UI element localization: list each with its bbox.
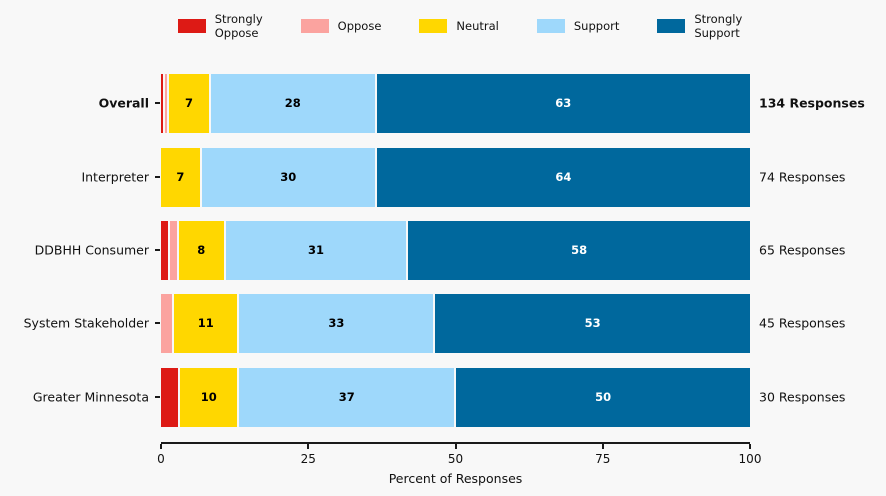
bar-segment-oppose	[169, 220, 179, 280]
x-tick-label: 75	[595, 452, 611, 466]
bar-segment-strongly-support: 53	[435, 293, 750, 353]
bar-segment-strongly-support: 58	[408, 220, 750, 280]
bar-row: 10 37 50	[161, 367, 750, 427]
y-tick-mark	[155, 176, 160, 178]
response-count-label: 30 Responses	[759, 389, 846, 405]
bar-segment-support: 28	[210, 73, 377, 133]
category-label: DDBHH Consumer	[34, 242, 149, 258]
bar-segment-neutral: 7	[161, 147, 202, 207]
y-tick-mark	[155, 322, 160, 324]
legend-swatch-strongly-support	[657, 19, 686, 34]
bar-value-label: 7	[176, 170, 185, 184]
x-tick-label: 100	[738, 452, 762, 466]
bar-value-label: 64	[555, 170, 572, 184]
bar-value-label: 63	[555, 96, 572, 110]
legend-swatch-oppose	[300, 19, 329, 34]
response-count-label: 134 Responses	[759, 95, 865, 111]
x-tick-label: 25	[300, 452, 316, 466]
bar-value-label: 30	[280, 170, 297, 184]
bar-row: 7 28 63	[161, 73, 750, 133]
bar-segment-neutral: 8	[178, 220, 226, 280]
legend-label: Support	[573, 19, 620, 34]
bar-value-label: 37	[338, 390, 355, 404]
legend-swatch-strongly-oppose	[177, 19, 206, 34]
bar-segment-neutral: 7	[169, 73, 211, 133]
bar-value-label: 11	[197, 316, 214, 330]
legend-swatch-support	[536, 19, 565, 34]
bar-value-label: 7	[185, 96, 194, 110]
category-label: Overall	[98, 95, 149, 111]
bar-value-label: 8	[197, 243, 206, 257]
bar-value-label: 58	[571, 243, 588, 257]
bar-segment-strongly-support: 64	[376, 147, 750, 207]
legend-label: Neutral	[456, 19, 499, 34]
bar-segment-strongly-support: 50	[456, 367, 750, 427]
bar-segment-strongly-oppose	[161, 220, 170, 280]
legend-swatch-neutral	[419, 19, 448, 34]
legend-item-oppose: Oppose	[300, 19, 382, 34]
bar-segment-oppose	[161, 293, 175, 353]
legend-item-strongly-support: Strongly Support	[657, 12, 742, 41]
bar-segment-neutral: 11	[174, 293, 240, 353]
bar-value-label: 31	[308, 243, 325, 257]
x-tick-label: 0	[157, 452, 165, 466]
bar-segment-support: 31	[225, 220, 409, 280]
bar-segment-strongly-oppose	[161, 73, 166, 133]
bar-row: 7 30 64	[161, 147, 750, 207]
bar-value-label: 28	[284, 96, 301, 110]
legend-item-support: Support	[536, 19, 620, 34]
bar-value-label: 50	[595, 390, 612, 404]
bar-row: 8 31 58	[161, 220, 750, 280]
legend-label: Oppose	[337, 19, 382, 34]
x-axis-line	[161, 442, 750, 444]
response-count-label: 45 Responses	[759, 315, 846, 331]
bar-row: 11 33 53	[161, 293, 750, 353]
bar-value-label: 10	[200, 390, 217, 404]
x-tick-mark	[454, 444, 457, 449]
legend: Strongly Oppose Oppose Neutral Support Stron…	[34, 12, 886, 41]
x-tick-mark	[160, 444, 162, 449]
bar-value-label: 33	[328, 316, 345, 330]
x-tick-mark	[307, 444, 310, 449]
x-tick-mark	[601, 444, 604, 449]
x-tick-label: 50	[447, 452, 464, 466]
response-count-label: 65 Responses	[759, 242, 846, 258]
y-tick-mark	[155, 396, 160, 398]
y-tick-mark	[155, 249, 160, 251]
y-tick-mark	[155, 102, 160, 104]
legend-item-strongly-oppose: Strongly Oppose	[177, 12, 263, 41]
bar-segment-strongly-support: 63	[376, 73, 750, 133]
bar-segment-support: 33	[239, 293, 436, 353]
response-count-label: 74 Responses	[759, 169, 846, 185]
bar-segment-oppose	[165, 73, 170, 133]
bar-value-label: 53	[584, 316, 601, 330]
legend-label: Strongly Support	[694, 12, 743, 41]
bar-segment-neutral: 10	[180, 367, 240, 427]
bar-segment-strongly-oppose	[161, 367, 181, 427]
x-tick-mark	[749, 444, 751, 449]
x-axis-title: Percent of Responses	[388, 471, 523, 486]
bar-segment-support: 30	[201, 147, 377, 207]
category-label: System Stakeholder	[23, 315, 149, 331]
category-label: Interpreter	[81, 169, 149, 185]
category-label: Greater Minnesota	[32, 389, 149, 405]
legend-item-neutral: Neutral	[419, 19, 499, 34]
legend-label: Strongly Oppose	[214, 12, 263, 41]
bar-segment-support: 37	[239, 367, 457, 427]
